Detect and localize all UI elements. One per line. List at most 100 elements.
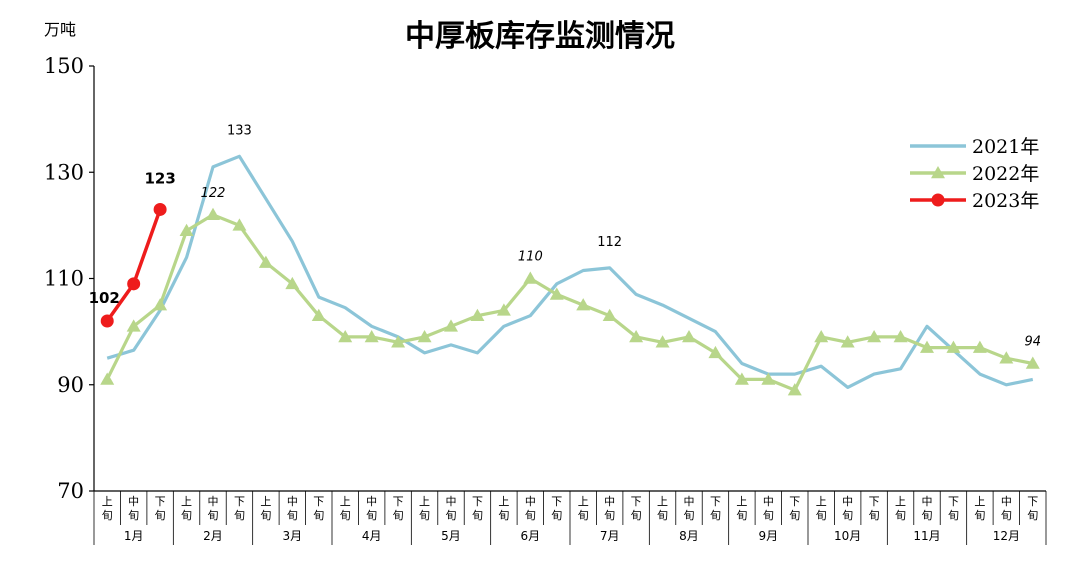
data-point	[100, 372, 115, 385]
month-label: 7月	[600, 529, 620, 543]
x-tick-label: 中旬	[604, 495, 615, 522]
x-tick-label: 上旬	[102, 495, 113, 522]
data-point	[444, 319, 458, 332]
month-label: 10月	[834, 529, 861, 543]
legend-item: 2023年	[910, 190, 1039, 212]
x-tick-label: 中旬	[763, 495, 774, 522]
legend-item: 2022年	[910, 163, 1039, 185]
data-point	[100, 314, 114, 328]
data-point	[602, 308, 617, 321]
legend-item: 2021年	[910, 136, 1039, 158]
data-point	[258, 255, 273, 268]
x-tick-label: 中旬	[525, 495, 536, 522]
legend-marker	[931, 193, 945, 207]
data-point	[391, 335, 406, 348]
data-point	[127, 277, 141, 291]
x-tick-label: 下旬	[313, 495, 324, 522]
series-layer	[100, 154, 1040, 396]
x-tick-label: 下旬	[948, 495, 959, 522]
data-labels: 133 112 122 110 94 102 123	[89, 123, 1041, 349]
data-point	[179, 223, 194, 236]
data-label: 94	[1025, 335, 1042, 350]
data-point	[682, 329, 696, 343]
x-tick-label: 上旬	[895, 495, 906, 522]
data-point	[867, 329, 882, 343]
data-point	[206, 207, 220, 220]
y-tick-label: 70	[57, 479, 84, 503]
x-tick-label: 中旬	[128, 495, 139, 522]
y-tick-label: 150	[44, 54, 84, 78]
data-point	[655, 335, 670, 348]
data-point	[364, 329, 379, 343]
data-point	[972, 340, 987, 353]
x-tick-label: 中旬	[366, 495, 377, 522]
month-label: 12月	[993, 529, 1020, 543]
x-tick-label: 上旬	[736, 495, 747, 522]
x-tick-label: 上旬	[260, 495, 271, 522]
unit-label: 万吨	[44, 20, 76, 39]
data-label: 112	[597, 235, 622, 250]
data-point	[814, 329, 829, 343]
data-point	[153, 202, 167, 216]
y-tick-label: 90	[57, 373, 84, 397]
x-tick-label: 上旬	[578, 495, 589, 522]
x-tick-label: 下旬	[472, 495, 483, 522]
data-point	[285, 276, 300, 290]
month-label: 6月	[521, 529, 541, 543]
x-tick-label: 上旬	[657, 495, 668, 522]
data-point	[999, 351, 1014, 364]
data-point	[496, 303, 511, 316]
data-point	[708, 345, 723, 359]
series-3	[100, 202, 167, 328]
x-tick-label: 下旬	[1027, 495, 1038, 522]
data-point	[153, 298, 168, 311]
x-tick-label: 上旬	[340, 495, 351, 522]
y-tick-label: 130	[44, 160, 84, 184]
data-point	[734, 372, 749, 385]
data-label: 133	[227, 123, 252, 138]
series-line	[106, 154, 1034, 389]
legend: 2021年 2022年 2023年	[910, 136, 1039, 212]
data-point	[1025, 356, 1040, 369]
data-point	[946, 340, 961, 353]
month-label: 1月	[124, 529, 144, 543]
x-tick-label: 中旬	[446, 495, 457, 522]
data-point	[893, 329, 908, 343]
data-point	[629, 329, 644, 343]
x-tick-label: 中旬	[922, 495, 933, 522]
series-line	[105, 213, 1034, 392]
month-label: 2月	[203, 529, 223, 543]
data-point	[338, 329, 353, 343]
data-label: 102	[89, 289, 120, 307]
data-point	[470, 308, 485, 321]
x-tick-label: 上旬	[181, 495, 192, 522]
chart-title: 中厚板库存监测情况	[405, 19, 675, 54]
data-point	[232, 218, 247, 231]
x-tick-label: 上旬	[419, 495, 430, 522]
month-label: 5月	[441, 529, 461, 543]
series-1	[106, 154, 1034, 389]
data-point	[920, 340, 934, 353]
x-tick-label: 下旬	[710, 495, 721, 522]
legend-marker	[931, 166, 945, 179]
x-tick-label: 下旬	[631, 495, 642, 522]
month-label: 9月	[759, 529, 779, 543]
x-tick-label: 上旬	[498, 495, 509, 522]
data-point	[840, 335, 855, 348]
x-tick-label: 下旬	[869, 495, 880, 522]
series-2	[100, 207, 1040, 396]
data-point	[417, 329, 432, 343]
month-label: 3月	[283, 529, 303, 543]
data-point	[787, 383, 802, 396]
axes: 7090110130150上旬中旬下旬上旬中旬下旬上旬中旬下旬上旬中旬下旬上旬中…	[44, 54, 1047, 545]
data-point	[126, 319, 141, 332]
x-tick-label: 下旬	[155, 495, 166, 522]
month-label: 4月	[362, 529, 382, 543]
x-tick-label: 中旬	[1001, 495, 1012, 522]
data-point	[311, 308, 326, 321]
x-tick-label: 中旬	[208, 495, 219, 522]
x-tick-label: 下旬	[234, 495, 245, 522]
data-point	[523, 271, 538, 284]
